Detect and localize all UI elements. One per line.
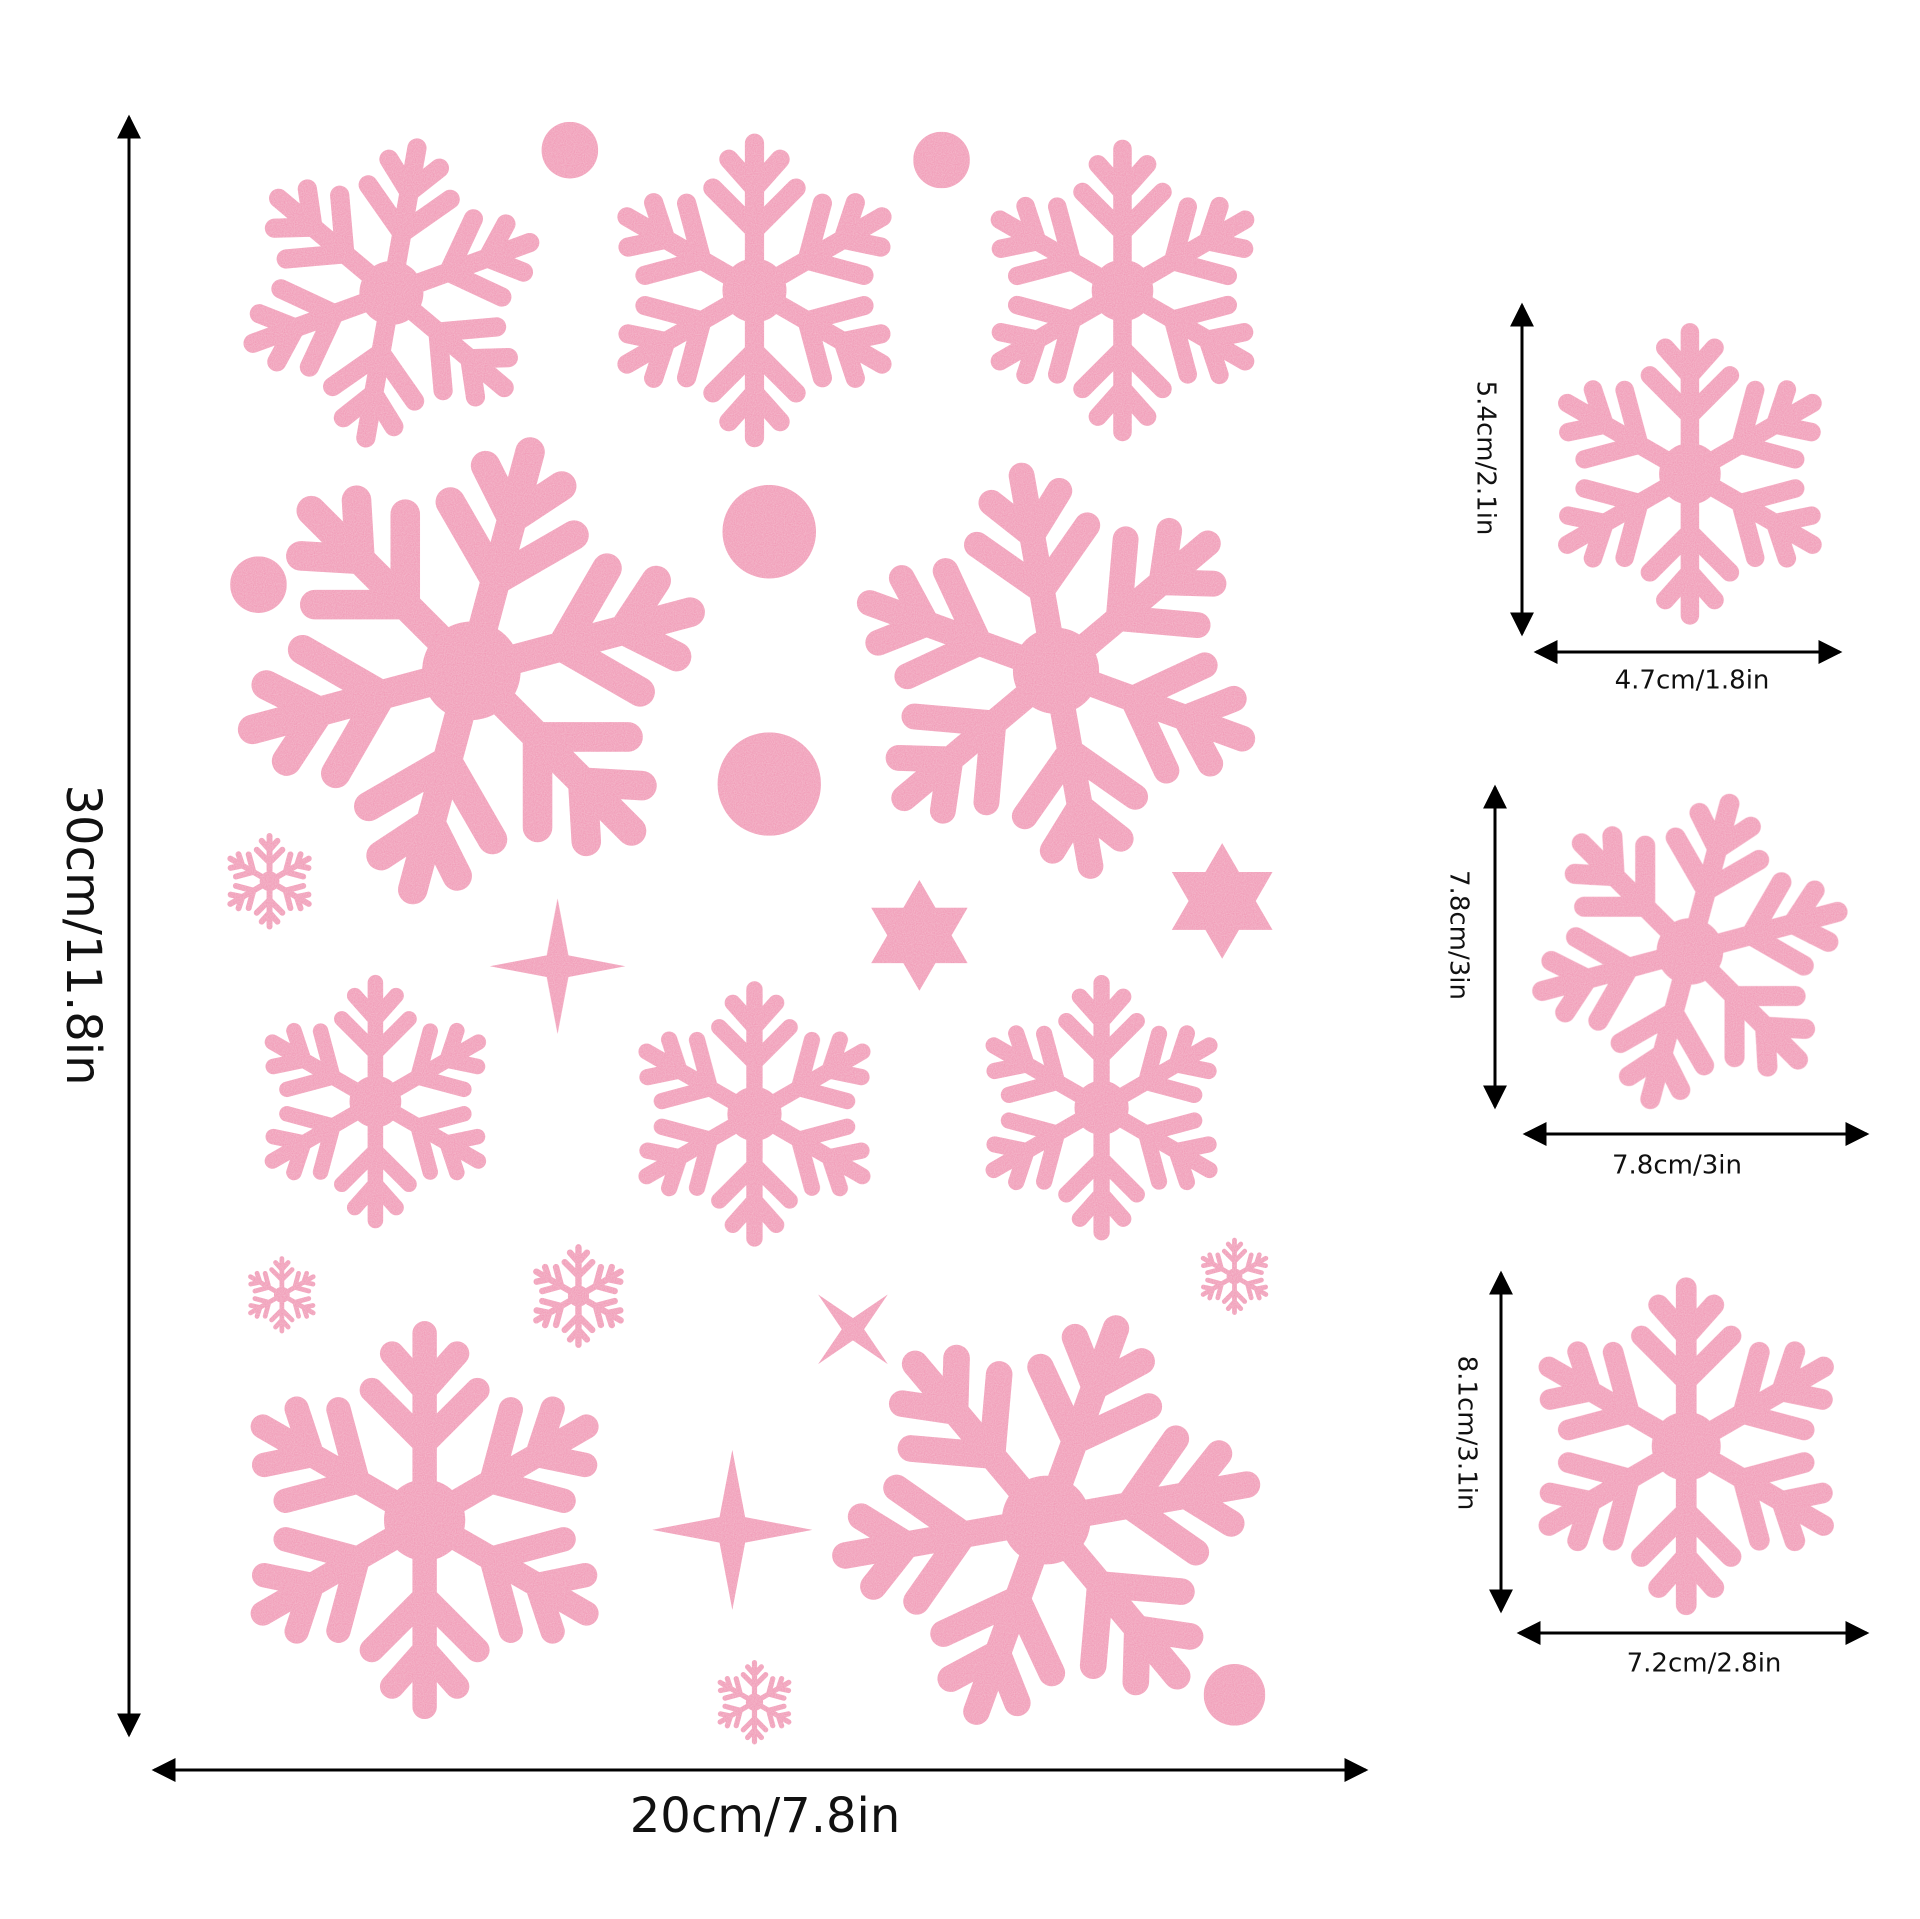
snowflake-sticker [529, 1247, 627, 1344]
snowflake-sticker [606, 143, 903, 437]
snowflake-sticker [224, 836, 315, 927]
height-label: 30cm/11.8in [55, 784, 111, 1085]
snowflake-sticker [825, 441, 1287, 901]
snowflake-sticker [1198, 1240, 1271, 1312]
width-label: 7.2cm/2.8in [1627, 1649, 1782, 1679]
star-sticker [1171, 843, 1273, 959]
snowflake-sticker [1547, 332, 1832, 615]
snowflake-sticker [980, 149, 1265, 432]
width-label: 4.7cm/1.8in [1615, 666, 1770, 696]
snowflake-sticker [1527, 1288, 1846, 1605]
height-label: 5.4cm/2.1in [1471, 381, 1501, 536]
snowflake-sticker [629, 989, 880, 1238]
snowflake-sticker [1502, 764, 1879, 1139]
width-label: 7.8cm/3in [1612, 1151, 1742, 1181]
snowflake-sticker [192, 393, 750, 949]
snowflake-sticker [256, 983, 496, 1221]
dot-sticker [230, 556, 287, 613]
snowflake-sticker [220, 122, 563, 463]
stickers [192, 122, 1878, 1782]
height-label: 8.1cm/3.1in [1452, 1356, 1482, 1511]
width-label: 20cm/7.8in [630, 1788, 901, 1844]
star-sticker [489, 898, 626, 1034]
star-sticker [783, 1259, 923, 1399]
dot-sticker [722, 484, 817, 579]
height-label: 7.8cm/3in [1444, 870, 1474, 1000]
snowflake-sticker [715, 1663, 795, 1742]
snowflake-sticker [236, 1333, 612, 1707]
star-sticker [871, 880, 968, 991]
snowflake-sticker [976, 983, 1227, 1232]
star-sticker [652, 1449, 813, 1610]
snowflake-sticker [245, 1259, 318, 1331]
dot-sticker [1203, 1664, 1266, 1726]
dot-sticker [717, 732, 821, 836]
dot-sticker [913, 131, 970, 189]
dot-sticker [541, 121, 599, 179]
